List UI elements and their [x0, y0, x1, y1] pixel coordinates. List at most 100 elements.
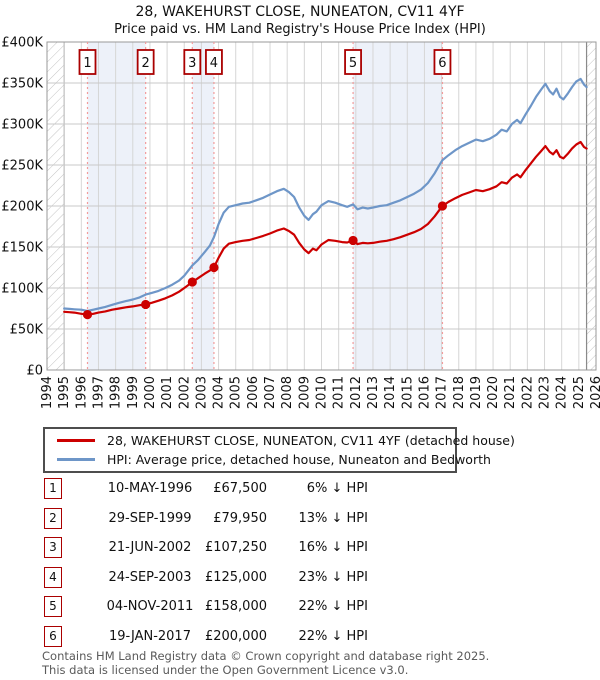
sale-date: 10-MAY-1996	[107, 481, 193, 496]
svg-text:2021: 2021	[503, 376, 518, 409]
svg-text:2015: 2015	[400, 376, 415, 409]
svg-text:2022: 2022	[520, 376, 535, 409]
sale-row-2: 2 29-SEP-1999 £79,950 13% ↓ HPI	[0, 508, 600, 530]
svg-text:2010: 2010	[315, 376, 330, 409]
price-line	[63, 140, 588, 316]
sales-table: 1 10-MAY-1996 £67,500 6% ↓ HPI 2 29-SEP-1999 £…	[0, 477, 600, 647]
svg-text:2020: 2020	[486, 376, 501, 409]
sale-number-badge: 4	[44, 567, 62, 588]
sale-row-6: 6 19-JAN-2017 £200,000 22% ↓ HPI	[0, 626, 600, 648]
sale-price: £200,000	[204, 629, 267, 644]
legend-label-hpi: HPI: Average price, detached house, Nune…	[107, 452, 491, 467]
sale-row-4: 4 24-SEP-2003 £125,000 23% ↓ HPI	[0, 567, 600, 589]
svg-text:2006: 2006	[246, 376, 261, 409]
sale-price: £67,500	[213, 481, 267, 496]
sale-row-3: 3 21-JUN-2002 £107,250 16% ↓ HPI	[0, 537, 600, 559]
svg-text:1998: 1998	[109, 376, 124, 409]
svg-text:1996: 1996	[74, 376, 89, 409]
svg-text:2004: 2004	[212, 376, 227, 409]
sale-row-1: 1 10-MAY-1996 £67,500 6% ↓ HPI	[0, 478, 600, 500]
sale-row-5: 5 04-NOV-2011 £158,000 22% ↓ HPI	[0, 596, 600, 618]
chart-legend: 28, WAKEHURST CLOSE, NUNEATON, CV11 4YF …	[43, 427, 515, 473]
svg-text:2011: 2011	[332, 376, 347, 409]
svg-text:2003: 2003	[194, 376, 209, 409]
legend-item-price: 28, WAKEHURST CLOSE, NUNEATON, CV11 4YF …	[45, 431, 515, 450]
svg-text:6: 6	[438, 56, 446, 71]
sale-number-badge: 5	[44, 596, 62, 617]
plot-border	[46, 41, 597, 371]
svg-text:4: 4	[210, 56, 218, 71]
license-footer: Contains HM Land Registry data © Crown c…	[42, 649, 582, 677]
footer-line-2: This data is licensed under the Open Gov…	[42, 663, 409, 677]
svg-text:1: 1	[83, 56, 91, 71]
svg-text:5: 5	[349, 56, 357, 71]
svg-text:2024: 2024	[555, 376, 570, 409]
svg-text:£50K: £50K	[10, 323, 44, 338]
svg-text:2009: 2009	[297, 376, 312, 409]
sale-number-badge: 6	[44, 626, 62, 647]
svg-text:1995: 1995	[57, 376, 72, 409]
svg-text:2002: 2002	[177, 376, 192, 409]
x-axis-labels: 1994 1995 1996 1997 1998 1999 2000 2001 2002 2003…	[40, 376, 600, 409]
sale-vs-hpi: 6% ↓ HPI	[306, 481, 368, 496]
svg-text:2025: 2025	[572, 376, 587, 409]
legend-label-price: 28, WAKEHURST CLOSE, NUNEATON, CV11 4YF …	[107, 433, 515, 448]
sale-vs-hpi: 13% ↓ HPI	[298, 511, 368, 526]
svg-text:3: 3	[188, 56, 196, 71]
sale-number-badge: 3	[44, 537, 62, 558]
sale-date: 29-SEP-1999	[108, 511, 192, 526]
sale-point-markers	[82, 201, 448, 320]
svg-text:£250K: £250K	[1, 159, 43, 174]
sale-date: 19-JAN-2017	[109, 629, 191, 644]
svg-text:2026: 2026	[589, 376, 600, 409]
svg-text:2023: 2023	[538, 376, 553, 409]
hpi-line-swatch	[57, 458, 95, 461]
svg-text:2014: 2014	[383, 376, 398, 409]
sale-date: 24-SEP-2003	[108, 570, 192, 585]
svg-text:2008: 2008	[280, 376, 295, 409]
svg-text:2017: 2017	[435, 376, 450, 409]
hpi-line	[63, 77, 588, 313]
svg-text:£150K: £150K	[1, 241, 43, 256]
svg-text:£0: £0	[26, 364, 43, 379]
sale-number-badge: 1	[44, 478, 62, 499]
svg-text:£300K: £300K	[1, 118, 43, 133]
sale-vs-hpi: 16% ↓ HPI	[298, 540, 368, 555]
y-axis-labels: £0 £50K £100K £150K £200K £250K £300K £350K £400…	[1, 36, 43, 379]
sale-price: £158,000	[204, 599, 267, 614]
svg-text:£400K: £400K	[1, 36, 43, 51]
sale-vs-hpi: 22% ↓ HPI	[298, 629, 368, 644]
sale-price: £107,250	[204, 540, 267, 555]
svg-text:1994: 1994	[40, 376, 55, 409]
svg-text:2013: 2013	[366, 376, 381, 409]
sale-price: £125,000	[204, 570, 267, 585]
sale-number-badge: 2	[44, 508, 62, 529]
legend-item-hpi: HPI: Average price, detached house, Nune…	[45, 450, 491, 469]
svg-text:1997: 1997	[91, 376, 106, 409]
svg-text:£350K: £350K	[1, 77, 43, 92]
sale-date: 04-NOV-2011	[106, 599, 194, 614]
svg-text:2000: 2000	[143, 376, 158, 409]
sale-price: £79,950	[213, 511, 267, 526]
svg-text:2019: 2019	[469, 376, 484, 409]
svg-text:2018: 2018	[452, 376, 467, 409]
svg-text:2005: 2005	[229, 376, 244, 409]
svg-text:2016: 2016	[417, 376, 432, 409]
price-hpi-chart: 1 2 3 4 5 6 £0 £50K £100K £150K £200K £250K £300K £35…	[1, 36, 600, 410]
svg-text:2007: 2007	[263, 376, 278, 409]
svg-text:2001: 2001	[160, 376, 175, 409]
svg-text:1999: 1999	[126, 376, 141, 409]
svg-text:£100K: £100K	[1, 282, 43, 297]
page-subtitle: Price paid vs. HM Land Registry's House …	[114, 22, 486, 37]
gridlines	[46, 41, 597, 371]
sale-date: 21-JUN-2002	[108, 540, 192, 555]
price-line-swatch	[57, 439, 95, 442]
svg-text:2: 2	[142, 56, 150, 71]
page-title: 28, WAKEHURST CLOSE, NUNEATON, CV11 4YF	[135, 4, 465, 20]
sale-vs-hpi: 22% ↓ HPI	[298, 599, 368, 614]
svg-text:2012: 2012	[349, 376, 364, 409]
svg-text:£200K: £200K	[1, 200, 43, 215]
sale-vs-hpi: 23% ↓ HPI	[298, 570, 368, 585]
